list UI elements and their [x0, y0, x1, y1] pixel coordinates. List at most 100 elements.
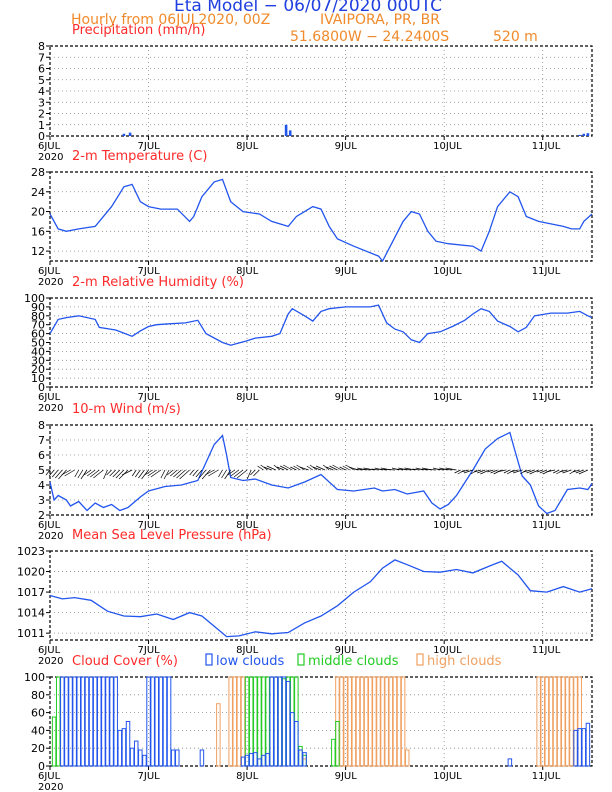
- wind-arrow: [363, 467, 375, 471]
- x-tick-label: 11JUL: [532, 520, 561, 531]
- panel-6: 0 20 40 60 80 100 6JUL 7JUL 8JUL 9JUL 10JUL 11JUL 20…: [24, 653, 593, 792]
- high-cloud-bar: [302, 758, 307, 767]
- x-tick-label: 8JUL: [236, 645, 259, 656]
- high-cloud-bar: [380, 676, 385, 767]
- series-line: [49, 431, 593, 515]
- y-tick-label: 1020: [17, 566, 45, 579]
- middle-cloud-bar: [281, 678, 287, 767]
- wind-arrow: [404, 467, 416, 471]
- middle-cloud-bar: [273, 676, 279, 767]
- precip-bar: [288, 130, 292, 136]
- low-cloud-bar: [154, 676, 160, 767]
- high-cloud-bar: [240, 676, 246, 767]
- high-cloud-bar: [368, 676, 373, 767]
- y-tick-label: 40: [31, 345, 45, 358]
- middle-cloud-bar: [331, 738, 336, 767]
- middle-cloud-bar: [277, 676, 283, 767]
- x-tick-label: 11JUL: [532, 141, 561, 152]
- low-cloud-bar: [175, 749, 180, 767]
- panel-2: 12 16 20 24 28 6JUL 7JUL 8JUL 9JUL 10JUL 11JUL 2020…: [31, 149, 593, 288]
- wind-arrow: [279, 465, 289, 471]
- high-cloud-bar: [372, 676, 377, 767]
- panel-title: 10-m Wind (m/s): [72, 402, 181, 417]
- y-tick-label: 5: [38, 74, 45, 87]
- wind-arrow: [83, 469, 92, 476]
- wind-arrow: [144, 469, 153, 476]
- y-tick-label: 20: [31, 742, 45, 755]
- wind-arrow: [312, 466, 322, 471]
- low-cloud-bar: [281, 676, 287, 767]
- x-tick-label: 6JUL: [38, 520, 61, 531]
- high-cloud-bar: [556, 676, 562, 767]
- low-cloud-bar: [64, 676, 69, 767]
- legend-swatch: [297, 653, 305, 666]
- wind-arrow: [536, 469, 543, 473]
- low-cloud-bar: [294, 721, 299, 767]
- low-cloud-bar: [97, 676, 102, 767]
- low-cloud-bar: [133, 740, 139, 767]
- wind-arrow: [135, 469, 141, 478]
- middle-cloud-bar: [51, 716, 57, 767]
- wind-arrow: [246, 469, 252, 480]
- low-cloud-bar: [585, 722, 591, 767]
- low-cloud-bar: [117, 729, 123, 767]
- wind-arrow: [377, 468, 387, 471]
- x-tick-label: 7JUL: [138, 520, 161, 531]
- y-tick-label: 40: [31, 724, 45, 737]
- x-tick-label: 8JUL: [236, 520, 259, 531]
- x-tick-label: 10JUL: [433, 141, 462, 152]
- wind-arrow: [513, 469, 523, 474]
- low-cloud-bar: [76, 676, 81, 767]
- panel-frame: [49, 550, 593, 641]
- precip-bar: [284, 124, 288, 136]
- wind-arrow: [51, 469, 59, 478]
- wind-arrow: [496, 469, 506, 473]
- wind-arrow: [578, 469, 589, 475]
- y-tick-label: 70: [31, 319, 45, 332]
- y-tick-label: 80: [31, 310, 45, 323]
- wind-arrow: [306, 465, 313, 471]
- wind-arrow: [150, 469, 162, 478]
- low-cloud-bar: [507, 758, 513, 767]
- panel-frame: [49, 424, 593, 516]
- x-tick-label: 10JUL: [433, 520, 462, 531]
- wind-arrow: [45, 469, 51, 476]
- x-tick-label: 9JUL: [335, 520, 358, 531]
- low-cloud-bar: [162, 676, 168, 767]
- panel-title: Cloud Cover (%): [72, 654, 178, 669]
- high-cloud-bar: [565, 676, 570, 767]
- wind-arrow: [227, 469, 235, 476]
- x-tick-label: 7JUL: [138, 141, 161, 152]
- low-cloud-bar: [138, 749, 143, 767]
- y-tick-label: 20: [31, 363, 45, 376]
- y-tick-label: 3: [38, 96, 45, 109]
- low-cloud-bar: [88, 676, 94, 767]
- low-cloud-bar: [170, 749, 176, 767]
- low-cloud-bar: [113, 676, 118, 767]
- low-cloud-bar: [166, 676, 172, 767]
- y-tick-label: 24: [31, 186, 45, 199]
- wind-arrow: [276, 466, 285, 471]
- wind-arrow: [236, 469, 248, 479]
- middle-cloud-bar: [248, 676, 254, 767]
- y-tick-label: 8: [38, 40, 45, 53]
- wind-arrow: [529, 469, 539, 475]
- low-cloud-bar: [298, 749, 303, 767]
- wind-arrow: [195, 469, 203, 478]
- precip-bar: [586, 133, 590, 136]
- high-cloud-bar: [236, 676, 242, 767]
- y-tick-label: 3: [38, 494, 45, 507]
- high-cloud-bar: [339, 676, 344, 767]
- wind-arrow: [315, 465, 326, 471]
- y-tick-label: 16: [31, 225, 45, 238]
- legend-swatch: [205, 653, 213, 666]
- precip-bar: [128, 132, 132, 136]
- low-cloud-bar: [158, 676, 164, 767]
- wind-arrow: [61, 469, 71, 476]
- low-cloud-bar: [80, 676, 86, 767]
- wind-arrow: [460, 469, 469, 473]
- x-tick-label: 11JUL: [532, 392, 561, 403]
- x-tick-label: 6JUL: [38, 392, 61, 403]
- x-tick-label: 9JUL: [335, 771, 358, 782]
- wind-arrow: [463, 469, 474, 474]
